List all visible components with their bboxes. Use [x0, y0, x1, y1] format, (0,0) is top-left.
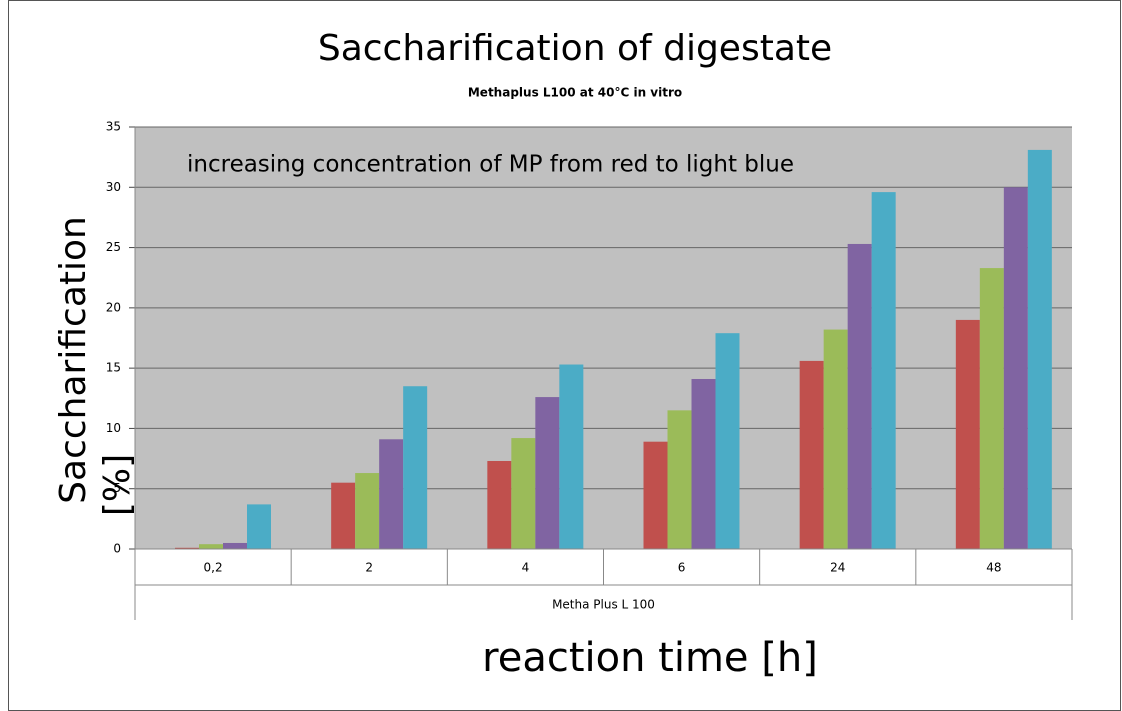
- bar: [691, 378, 716, 549]
- y-tick-label: 20: [106, 300, 121, 314]
- bar: [379, 439, 404, 549]
- bar: [403, 386, 428, 549]
- bar: [955, 319, 980, 549]
- annotation: increasing concentration of MP from red …: [187, 152, 794, 178]
- bar: [799, 360, 824, 549]
- y-tick-label: 30: [106, 180, 121, 194]
- bar: [199, 544, 223, 549]
- x-axis-label: reaction time [h]: [482, 635, 818, 681]
- bar: [643, 441, 668, 549]
- y-tick-label: 35: [106, 120, 121, 134]
- bar: [535, 397, 560, 549]
- chart-title: Saccharification of digestate: [318, 28, 832, 69]
- y-tick-label: 5: [113, 481, 121, 495]
- bar: [1003, 187, 1028, 550]
- bar: [715, 333, 740, 549]
- bar: [175, 547, 199, 549]
- y-tick-label: 25: [106, 240, 121, 254]
- x-tick-label: 48: [986, 561, 1001, 575]
- chart-subtitle: Methaplus L100 at 40°C in vitro: [468, 86, 682, 100]
- bar: [847, 243, 872, 549]
- x-tick-label: 2: [365, 561, 373, 575]
- y-tick-label: 10: [106, 421, 121, 435]
- plot-background: [135, 127, 1072, 549]
- bar: [979, 268, 1004, 549]
- x-tick-label: 6: [678, 561, 686, 575]
- bar: [223, 542, 247, 549]
- bar: [487, 460, 512, 549]
- y-axis-label: Saccharification[%]: [53, 216, 138, 516]
- bar: [511, 438, 536, 549]
- x-tick-label: 4: [522, 561, 530, 575]
- y-tick-label: 0: [113, 542, 121, 556]
- bar: [247, 504, 271, 549]
- bar: [823, 329, 848, 549]
- bar: [1027, 149, 1052, 549]
- bar: [331, 482, 356, 549]
- bar: [667, 410, 692, 549]
- bar: [559, 364, 584, 549]
- x-tick-label: 24: [830, 561, 845, 575]
- bar: [871, 192, 896, 549]
- y-tick-label: 15: [106, 361, 121, 375]
- x-tick-label: 0,2: [204, 561, 223, 575]
- group-label: Metha Plus L 100: [552, 598, 655, 612]
- bar: [355, 473, 380, 549]
